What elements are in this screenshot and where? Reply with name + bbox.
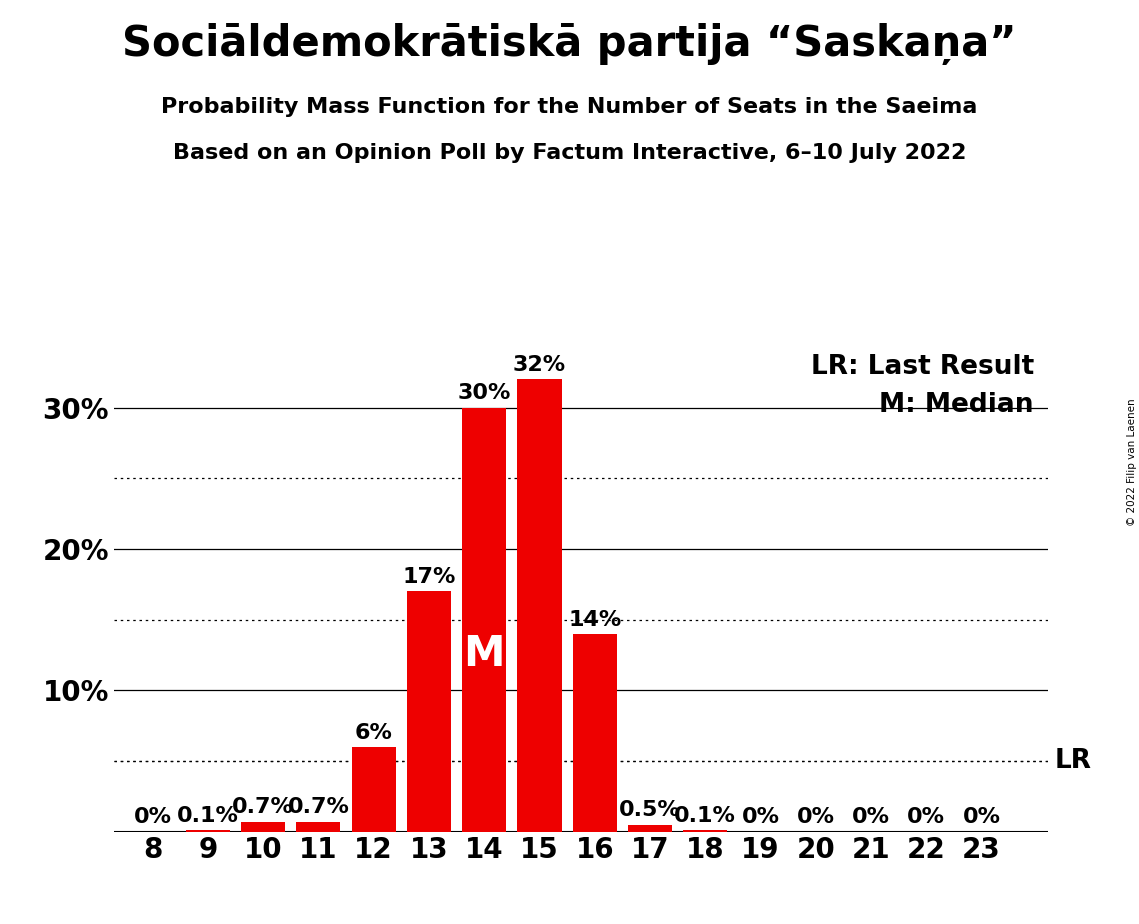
Text: Probability Mass Function for the Number of Seats in the Saeima: Probability Mass Function for the Number… [162, 97, 977, 117]
Text: M: Median: M: Median [879, 392, 1034, 418]
Text: © 2022 Filip van Laenen: © 2022 Filip van Laenen [1126, 398, 1137, 526]
Text: 0.7%: 0.7% [287, 797, 350, 818]
Text: 14%: 14% [568, 610, 622, 629]
Text: 0%: 0% [741, 808, 779, 827]
Bar [241, 821, 285, 832]
Bar [628, 824, 672, 832]
Bar [296, 821, 341, 832]
Text: M: M [464, 633, 505, 675]
Bar [462, 407, 506, 832]
Text: 0.1%: 0.1% [177, 806, 239, 826]
Bar [683, 830, 728, 832]
Text: 0.7%: 0.7% [232, 797, 294, 818]
Text: 30%: 30% [458, 383, 511, 404]
Text: LR: Last Result: LR: Last Result [811, 354, 1034, 380]
Text: 0.1%: 0.1% [674, 806, 736, 826]
Text: 0%: 0% [962, 808, 1000, 827]
Text: LR: LR [1055, 748, 1092, 774]
Text: 0%: 0% [133, 808, 172, 827]
Text: 0%: 0% [797, 808, 835, 827]
Bar [517, 380, 562, 832]
Text: 0%: 0% [908, 808, 945, 827]
Text: 17%: 17% [402, 567, 456, 587]
Bar [407, 591, 451, 832]
Text: 0%: 0% [852, 808, 890, 827]
Text: Sociāldemokrātiskā partija “Saskaņa”: Sociāldemokrātiskā partija “Saskaņa” [122, 23, 1017, 65]
Text: 0.5%: 0.5% [620, 800, 681, 821]
Text: 32%: 32% [513, 355, 566, 375]
Bar [186, 830, 230, 832]
Bar [352, 747, 395, 832]
Text: 6%: 6% [354, 723, 393, 743]
Bar [573, 634, 617, 832]
Text: Based on an Opinion Poll by Factum Interactive, 6–10 July 2022: Based on an Opinion Poll by Factum Inter… [173, 143, 966, 164]
